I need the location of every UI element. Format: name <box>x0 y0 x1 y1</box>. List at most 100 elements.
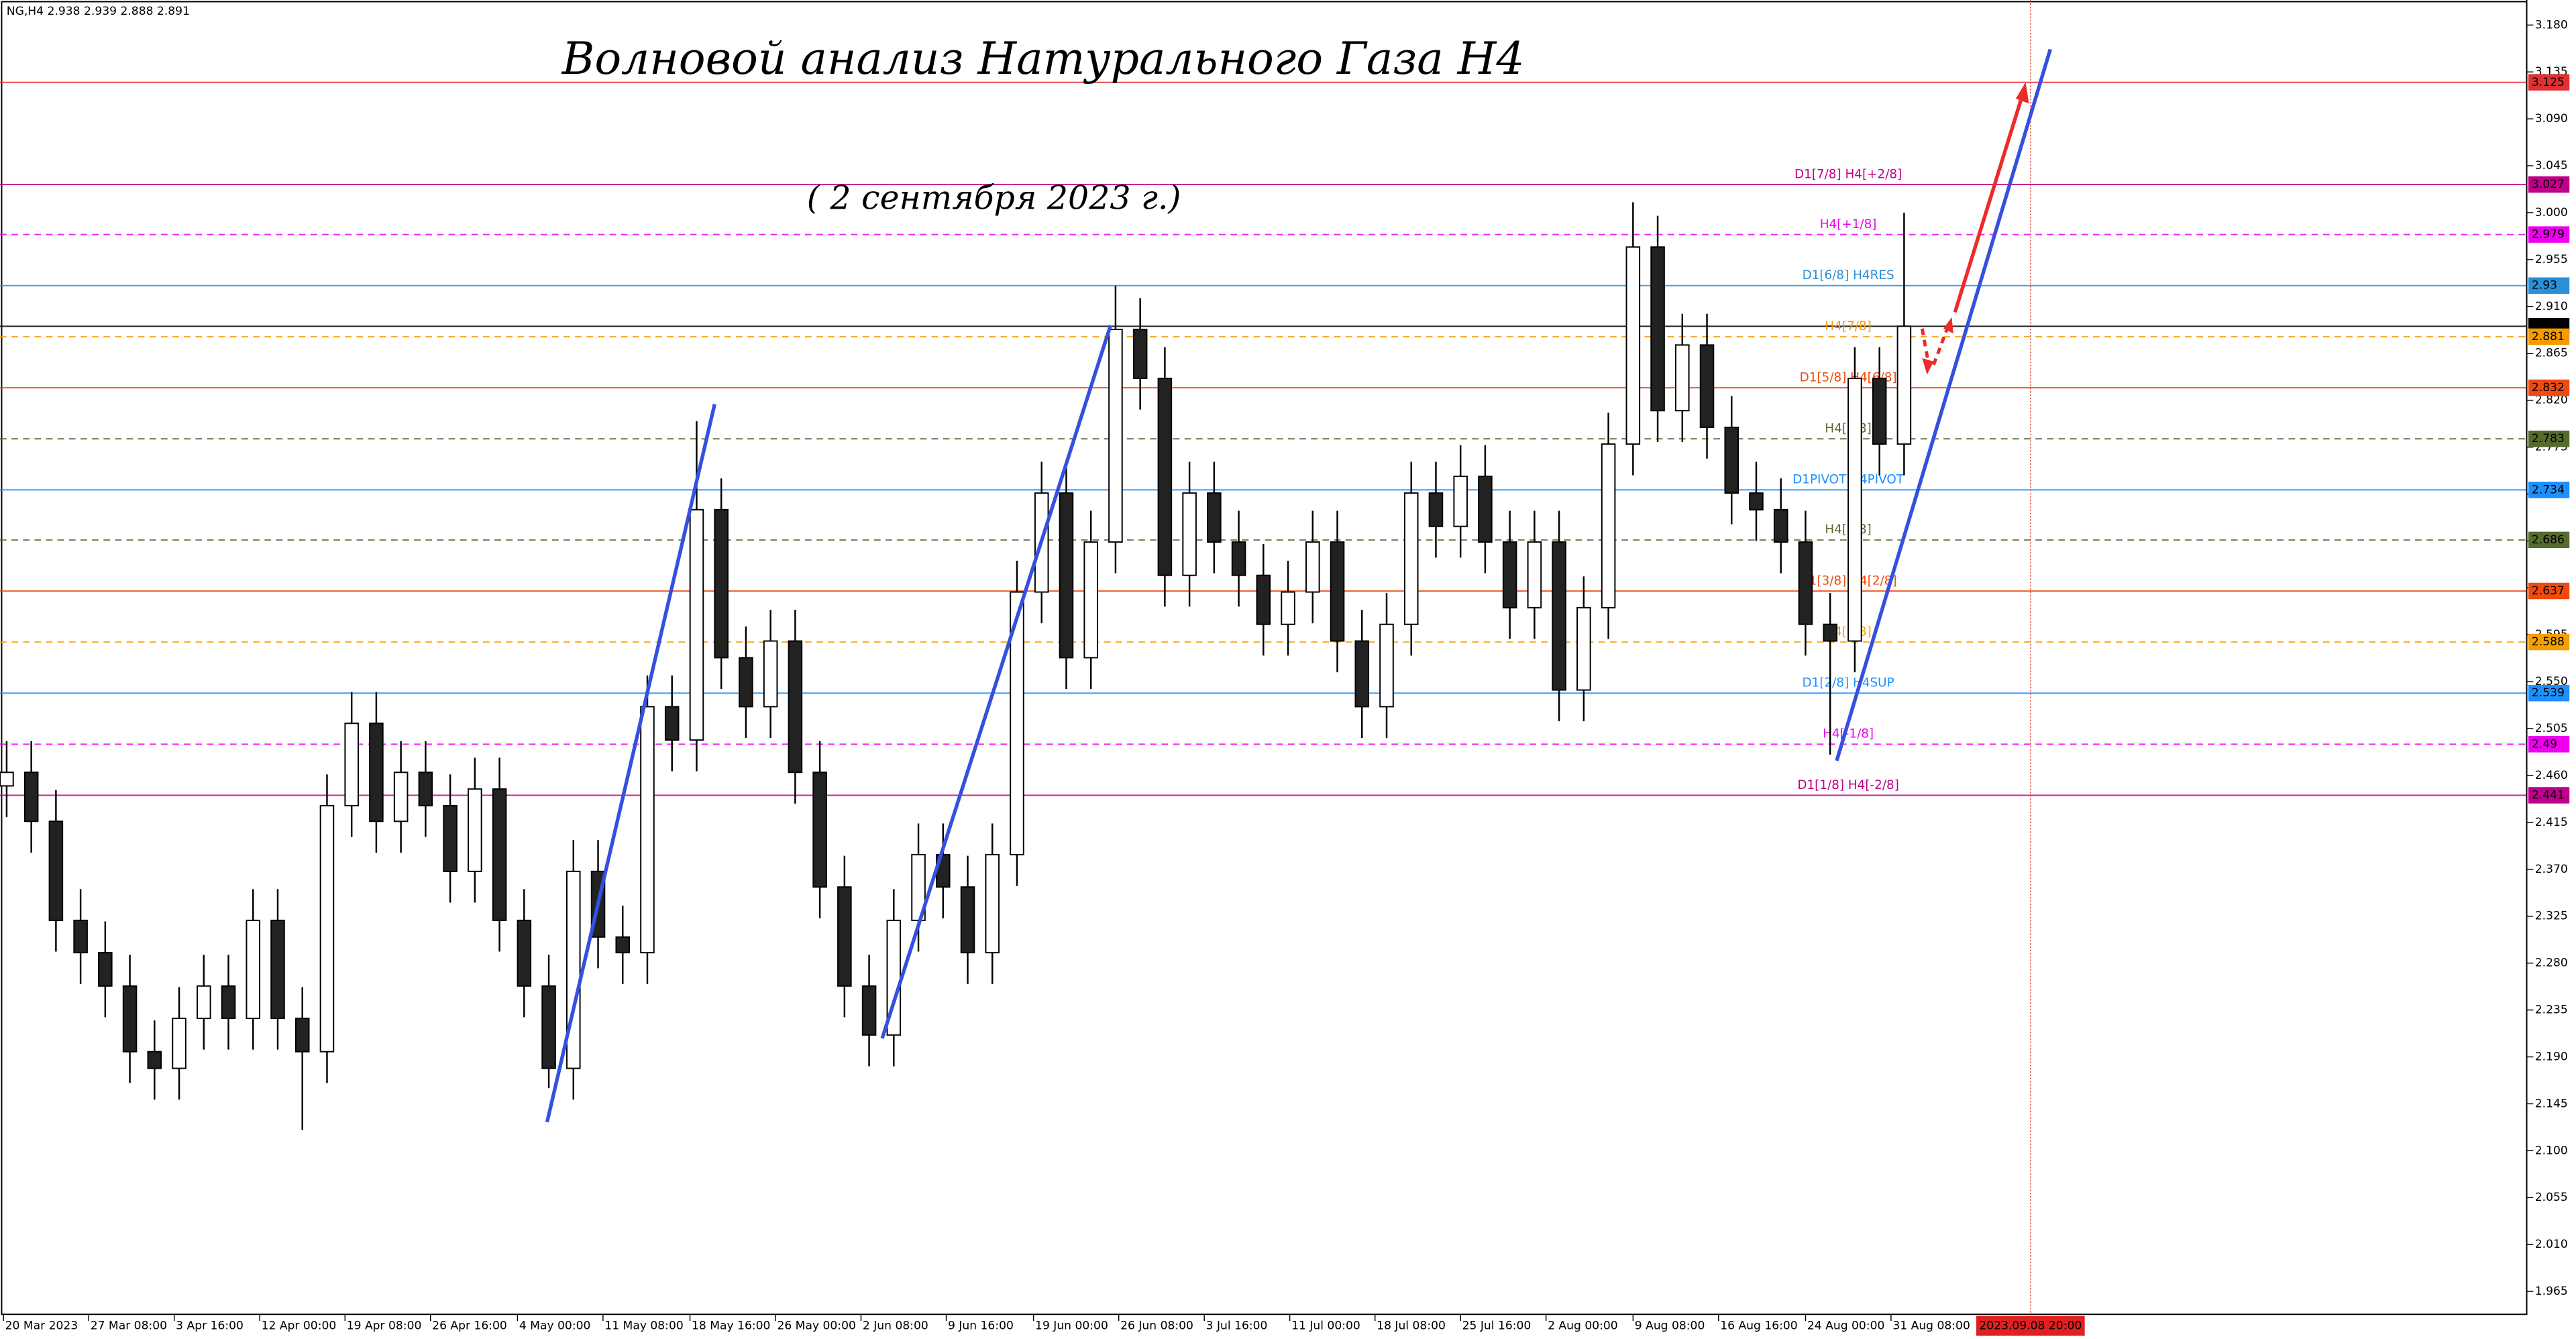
trend-line <box>880 325 1113 1039</box>
candle-body <box>1059 492 1074 659</box>
x-tick-label: 9 Aug 08:00 <box>1635 1319 1705 1332</box>
candle-body <box>1157 378 1173 576</box>
candle-body <box>861 985 877 1036</box>
level-value: 3.125 <box>2532 76 2565 89</box>
level-name: D1[6/8] H4RES <box>1803 268 1894 282</box>
level-tag <box>2528 277 2570 294</box>
candle-body <box>246 919 261 1019</box>
candle-body <box>1552 541 1566 691</box>
y-tick-label: 2.865 <box>2535 347 2568 360</box>
level-tag <box>2528 226 2570 243</box>
level-name: H4[-1/8] <box>1823 727 1874 741</box>
y-tick-label: 1.965 <box>2535 1285 2568 1298</box>
x-tick-label: 11 Jul 00:00 <box>1291 1319 1360 1332</box>
candle-body <box>172 1018 186 1069</box>
candle-body <box>319 805 335 1053</box>
y-tick-label: 2.325 <box>2535 910 2568 923</box>
candle-body <box>1625 246 1641 445</box>
x-tick-label: 2 Jun 08:00 <box>863 1319 928 1332</box>
y-tick-label: 2.370 <box>2535 863 2568 876</box>
y-tick-label: 2.910 <box>2535 300 2568 313</box>
level-value: 2.881 <box>2532 330 2565 343</box>
level-value: 2.637 <box>2532 584 2565 598</box>
candle-body <box>566 870 581 1069</box>
candle-body <box>1403 492 1419 625</box>
chart-title: Волновой анализ Натурального Газа H4 <box>561 33 1525 85</box>
level-value: 2.49 <box>2532 737 2557 751</box>
candle-body <box>1256 574 1271 625</box>
cursor-label-bg <box>1976 1316 2085 1336</box>
candle-body <box>763 640 778 708</box>
annotations <box>545 48 2052 1123</box>
candle-body <box>147 1051 162 1069</box>
candle-body <box>1650 246 1665 412</box>
candle-body <box>517 919 532 987</box>
candle-body <box>1330 541 1345 642</box>
level-value: 2.832 <box>2532 381 2565 394</box>
level-name: D1[1/8] H4[-2/8] <box>1797 778 1899 792</box>
x-tick-label: 9 Jun 16:00 <box>948 1319 1014 1332</box>
levels: D1[7/8] H4[+2/8] H4[+1/8] D1[6/8] H4RES H4[… <box>0 81 2527 796</box>
level-name: D1[7/8] H4[+2/8] <box>1794 167 1902 181</box>
level-value: 2.539 <box>2532 686 2565 700</box>
candle-body <box>640 706 655 954</box>
candle-body <box>344 722 359 807</box>
level-tag <box>2528 684 2570 702</box>
y-tick-label: 2.505 <box>2535 722 2568 735</box>
candle-body <box>985 854 1000 954</box>
arrow-head <box>2015 82 2029 104</box>
candle-body <box>23 771 39 822</box>
x-tick-label: 26 Jun 08:00 <box>1120 1319 1193 1332</box>
y-tick-label: 3.045 <box>2535 159 2568 172</box>
candle-body <box>1699 344 1715 429</box>
axes: 3.1803.1353.0903.0453.0002.9552.9102.865… <box>3 0 2570 1336</box>
x-tick-label: 24 Aug 00:00 <box>1807 1319 1884 1332</box>
candle-body <box>1305 541 1320 593</box>
level-tag <box>2528 176 2570 193</box>
candle-body <box>1823 623 1837 642</box>
candle-body <box>1675 344 1690 412</box>
level-name: H4[7/8] <box>1825 319 1871 333</box>
x-tick-label: 27 Mar 08:00 <box>91 1319 167 1332</box>
x-tick-label: 26 May 00:00 <box>777 1319 855 1332</box>
candle-body <box>1601 443 1616 608</box>
candle-body <box>1010 591 1024 856</box>
level-name: D1[2/8] H4SUP <box>1803 676 1894 690</box>
y-tick-label: 3.090 <box>2535 112 2568 125</box>
candle-body <box>788 640 803 773</box>
candle-body <box>1724 427 1739 494</box>
candle-body <box>294 1018 310 1053</box>
arrow-head <box>1922 317 1953 375</box>
level-tag <box>2528 379 2570 396</box>
y-tick-label: 2.010 <box>2535 1238 2568 1251</box>
candle-body <box>1527 541 1542 608</box>
candle-body <box>1576 606 1591 691</box>
x-tick-label: 19 Apr 08:00 <box>347 1319 422 1332</box>
y-tick-label: 2.145 <box>2535 1097 2568 1110</box>
trend-line <box>545 403 716 1123</box>
y-tick-label: 3.000 <box>2535 206 2568 219</box>
candle-body <box>664 706 680 741</box>
x-tick-label: 4 May 00:00 <box>519 1319 591 1332</box>
level-value: 2.734 <box>2532 483 2565 496</box>
candle-body <box>418 771 433 807</box>
candle-body <box>73 919 88 954</box>
y-tick-label: 2.820 <box>2535 394 2568 407</box>
x-tick-label: 31 Aug 08:00 <box>1892 1319 1970 1332</box>
candle-body <box>812 771 827 888</box>
level-tag <box>2528 430 2570 447</box>
y-tick-label: 2.235 <box>2535 1004 2568 1017</box>
candle-body <box>1132 329 1148 380</box>
candle-body <box>122 985 138 1053</box>
level-value: 2.588 <box>2532 635 2565 649</box>
y-tick-label: 2.055 <box>2535 1191 2568 1204</box>
level-tag <box>2528 787 2570 804</box>
candle-body <box>1231 541 1246 576</box>
y-tick-label: 2.100 <box>2535 1144 2568 1157</box>
candle-body <box>1281 591 1295 625</box>
candle-body <box>492 788 507 921</box>
x-tick-label: 16 Aug 16:00 <box>1720 1319 1797 1332</box>
level-tag <box>2528 633 2570 651</box>
